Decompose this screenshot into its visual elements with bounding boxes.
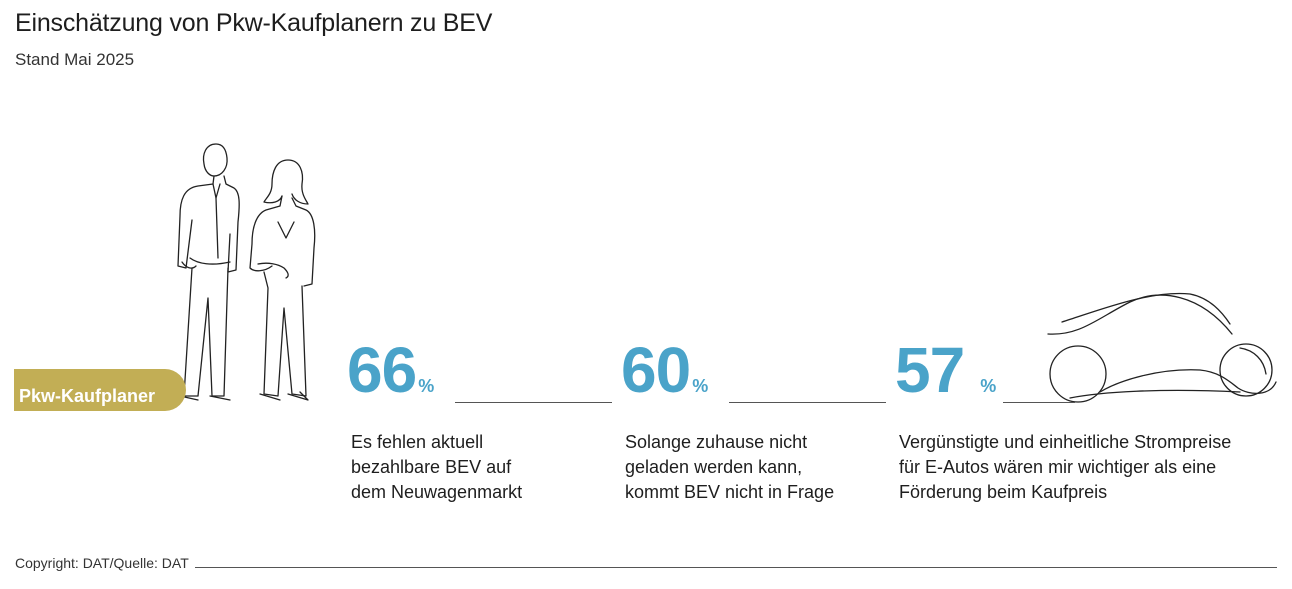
stat-label: Solange zuhause nicht geladen werden kan… bbox=[625, 432, 835, 502]
stat-divider bbox=[455, 402, 612, 403]
chart-subtitle: Stand Mai 2025 bbox=[15, 50, 135, 69]
stat-value: 57 bbox=[895, 334, 965, 406]
stat-unit: % bbox=[980, 376, 997, 396]
chart-title: Einschätzung von Pkw-Kaufplanern zu BEV bbox=[15, 9, 493, 37]
group-label-badge: Pkw-Kaufplaner bbox=[14, 369, 186, 411]
stat-label: Es fehlen aktuell bezahlbare BEV auf dem… bbox=[351, 432, 523, 502]
stat-unit: % bbox=[418, 376, 435, 396]
stat-divider bbox=[1003, 402, 1075, 403]
stat-item: 66% bbox=[347, 338, 434, 402]
stat-value: 66 bbox=[347, 334, 417, 406]
stat-value: 60 bbox=[621, 334, 691, 406]
footer-divider bbox=[195, 567, 1277, 568]
stat-label: Vergünstigte und einheitliche Strompreis… bbox=[899, 432, 1232, 502]
stat-item: 57% bbox=[895, 338, 996, 402]
car-outline-icon bbox=[1047, 292, 1277, 403]
source-credit: Copyright: DAT/Quelle: DAT bbox=[15, 555, 189, 571]
stat-item: 60% bbox=[621, 338, 708, 402]
stat-unit: % bbox=[692, 376, 709, 396]
stat-divider bbox=[729, 402, 886, 403]
people-outline-icon bbox=[177, 143, 316, 401]
